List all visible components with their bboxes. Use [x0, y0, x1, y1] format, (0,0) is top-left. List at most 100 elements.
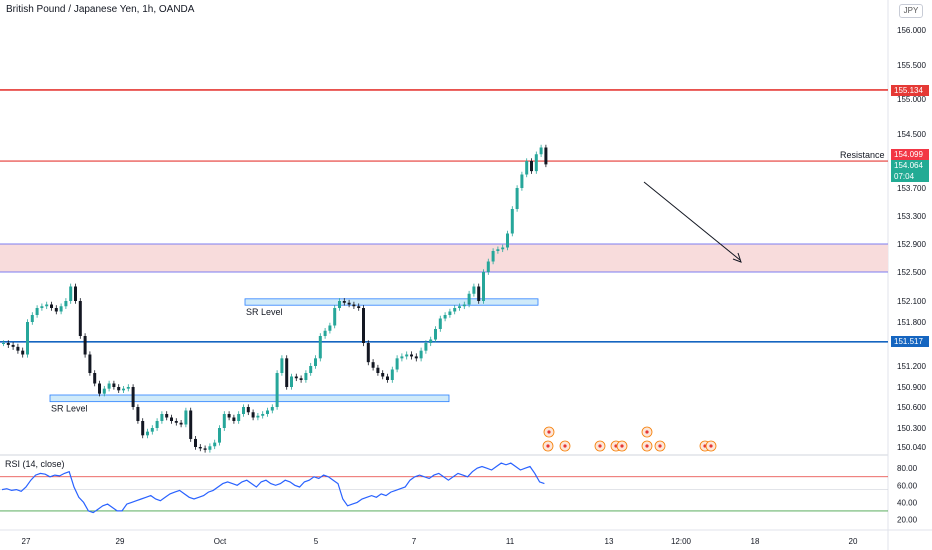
price-tick-label: 155.500: [897, 61, 926, 70]
time-tick-label: 20: [849, 537, 858, 546]
candle-body: [256, 415, 260, 418]
candle-body: [506, 233, 509, 248]
candle-body: [54, 308, 58, 312]
candle-body: [50, 304, 53, 308]
candle-body: [443, 315, 447, 319]
price-tick-label: 154.500: [897, 130, 926, 139]
candle-body: [429, 339, 433, 343]
candle-body: [93, 373, 97, 384]
candle-body: [510, 209, 514, 234]
rsi-tick-label: 40.00: [897, 498, 918, 507]
candle-body: [189, 410, 193, 439]
candle-body: [467, 293, 471, 305]
event-marker-dot: [547, 430, 551, 434]
candle-body: [126, 387, 130, 389]
event-marker-dot: [645, 444, 649, 448]
event-marker-dot: [620, 444, 624, 448]
candle-body: [107, 383, 111, 389]
candle-body: [6, 343, 10, 345]
candle-body: [371, 362, 375, 368]
candle-body: [30, 315, 34, 322]
candle-body: [515, 188, 519, 209]
candle-body: [453, 308, 457, 312]
event-marker-dot: [563, 444, 567, 448]
candle-body: [434, 329, 437, 340]
price-tick-label: 153.300: [897, 212, 926, 221]
candle-body: [165, 414, 169, 418]
candle-body: [438, 318, 442, 329]
price-tick-label: 151.800: [897, 318, 926, 327]
candle-body: [11, 344, 15, 347]
candle-body: [357, 306, 361, 308]
candle-body: [150, 428, 154, 432]
candle-body: [314, 358, 317, 366]
candle-body: [400, 356, 404, 359]
time-tick-label: 18: [751, 537, 760, 546]
candle-body: [78, 301, 82, 336]
price-tick-label: 150.600: [897, 403, 926, 412]
rsi-title: RSI (14, close): [5, 459, 65, 469]
candle-body: [462, 304, 466, 307]
candle-body: [395, 358, 399, 370]
candle-body: [366, 343, 370, 363]
sr-box: [244, 298, 539, 306]
candle-body: [88, 354, 92, 373]
candle-body: [117, 387, 121, 391]
sr-level-label: SR Level: [51, 404, 88, 414]
candle-body: [534, 154, 538, 172]
candle-body: [419, 350, 423, 359]
event-marker-dot: [645, 430, 649, 434]
supply-zone: [0, 244, 888, 272]
candle-body: [2, 343, 5, 344]
down-arrow-line: [643, 181, 741, 261]
price-tick-label: 151.200: [897, 362, 926, 371]
candle-body: [83, 336, 87, 355]
candle-body: [304, 373, 308, 380]
candle-body: [246, 407, 250, 413]
candle-body: [491, 251, 495, 262]
candle-body: [69, 286, 73, 301]
candle-body: [122, 388, 125, 391]
time-tick-label: 27: [22, 537, 31, 546]
event-marker-dot: [598, 444, 602, 448]
candle-body: [539, 147, 543, 155]
down-arrow-head: [732, 252, 742, 263]
candle-body: [486, 261, 490, 272]
sr-level-label: SR Level: [246, 307, 283, 317]
candle-body: [16, 346, 20, 351]
rsi-tick-label: 20.00: [897, 515, 918, 524]
candle-body: [194, 438, 197, 447]
price-tick-label: 152.900: [897, 240, 926, 249]
candle-body: [208, 446, 212, 450]
time-tick-label: 11: [506, 537, 515, 546]
candle-body: [410, 354, 413, 357]
candle-body: [242, 407, 245, 414]
price-tick-label: 152.500: [897, 268, 926, 277]
candle-body: [309, 366, 313, 373]
chart-title: British Pound / Japanese Yen, 1h, OANDA: [6, 4, 195, 15]
candle-body: [45, 304, 49, 307]
candle-body: [102, 388, 106, 394]
event-marker-dot: [546, 444, 550, 448]
candle-body: [203, 448, 207, 450]
candle-body: [155, 421, 159, 428]
candle-body: [477, 286, 481, 301]
event-marker-dot: [658, 444, 662, 448]
candle-body: [362, 308, 365, 343]
candle-body: [26, 322, 29, 355]
candle-body: [352, 304, 356, 307]
candle-body: [342, 301, 346, 303]
candle-body: [270, 407, 274, 411]
red-line-price-badge: 155.134: [891, 85, 929, 96]
candle-body: [520, 174, 524, 188]
candle-body: [40, 306, 44, 308]
candle-body: [21, 350, 25, 355]
time-tick-label: 5: [314, 537, 319, 546]
candle-body: [482, 272, 485, 301]
currency-badge[interactable]: JPY: [899, 4, 923, 18]
countdown-badge: 07:04: [891, 171, 929, 182]
rsi-line: [1, 462, 545, 514]
candle-body: [328, 325, 332, 331]
candle-body: [376, 367, 380, 373]
